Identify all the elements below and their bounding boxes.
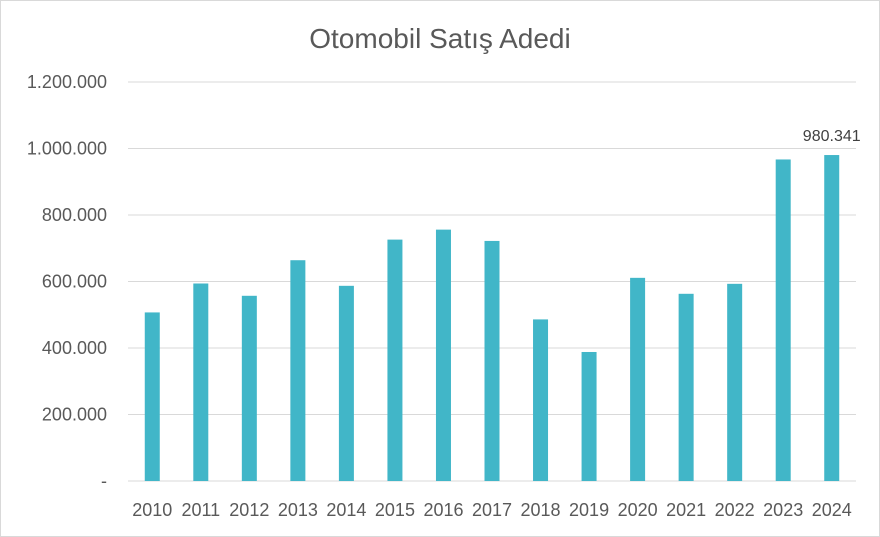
bar-2013: [290, 260, 306, 481]
data-labels: 980.341: [803, 128, 861, 145]
bar-2021: [678, 293, 694, 481]
x-tick-label: 2019: [569, 500, 609, 520]
y-tick-label: 200.000: [42, 405, 107, 425]
bar-2018: [533, 319, 549, 481]
x-tick-label: 2018: [521, 500, 561, 520]
x-tick-label: 2012: [229, 500, 269, 520]
bar-2022: [727, 283, 743, 481]
bar-2011: [193, 283, 209, 481]
bar-2017: [484, 240, 500, 481]
y-tick-label: -: [101, 471, 107, 491]
y-tick-label: 800.000: [42, 205, 107, 225]
bar-2024: [824, 155, 840, 481]
x-tick-label: 2017: [472, 500, 512, 520]
x-tick-label: 2020: [618, 500, 658, 520]
bar-2016: [435, 229, 451, 481]
y-tick-label: 400.000: [42, 338, 107, 358]
bar-2023: [775, 159, 791, 481]
x-tick-label: 2016: [423, 500, 463, 520]
x-axis-ticks: 2010 2011 2012 2013 2014 2015 2016 2017 2018 2019…: [132, 500, 852, 520]
data-label: 980.341: [803, 128, 861, 145]
bar-2019: [581, 351, 597, 481]
x-tick-label: 2021: [666, 500, 706, 520]
chart-title: Otomobil Satış Adedi: [309, 23, 570, 54]
bar-2015: [387, 239, 403, 481]
x-tick-label: 2011: [181, 500, 220, 520]
bars: [144, 155, 840, 481]
bar-2020: [630, 277, 646, 481]
x-tick-label: 2013: [278, 500, 318, 520]
x-tick-label: 2024: [812, 500, 852, 520]
bar-2012: [241, 295, 257, 481]
y-tick-label: 1.200.000: [27, 72, 107, 92]
y-tick-label: 1.000.000: [27, 139, 107, 159]
bar-2014: [338, 285, 354, 481]
x-tick-label: 2022: [715, 500, 755, 520]
y-axis-ticks: - 200.000 400.000 600.000 800.000 1.000.000 1.…: [27, 72, 107, 491]
x-tick-label: 2015: [375, 500, 415, 520]
bar-2010: [144, 312, 160, 481]
y-tick-label: 600.000: [42, 272, 107, 292]
x-tick-label: 2010: [132, 500, 172, 520]
x-tick-label: 2014: [326, 500, 366, 520]
x-tick-label: 2023: [763, 500, 803, 520]
